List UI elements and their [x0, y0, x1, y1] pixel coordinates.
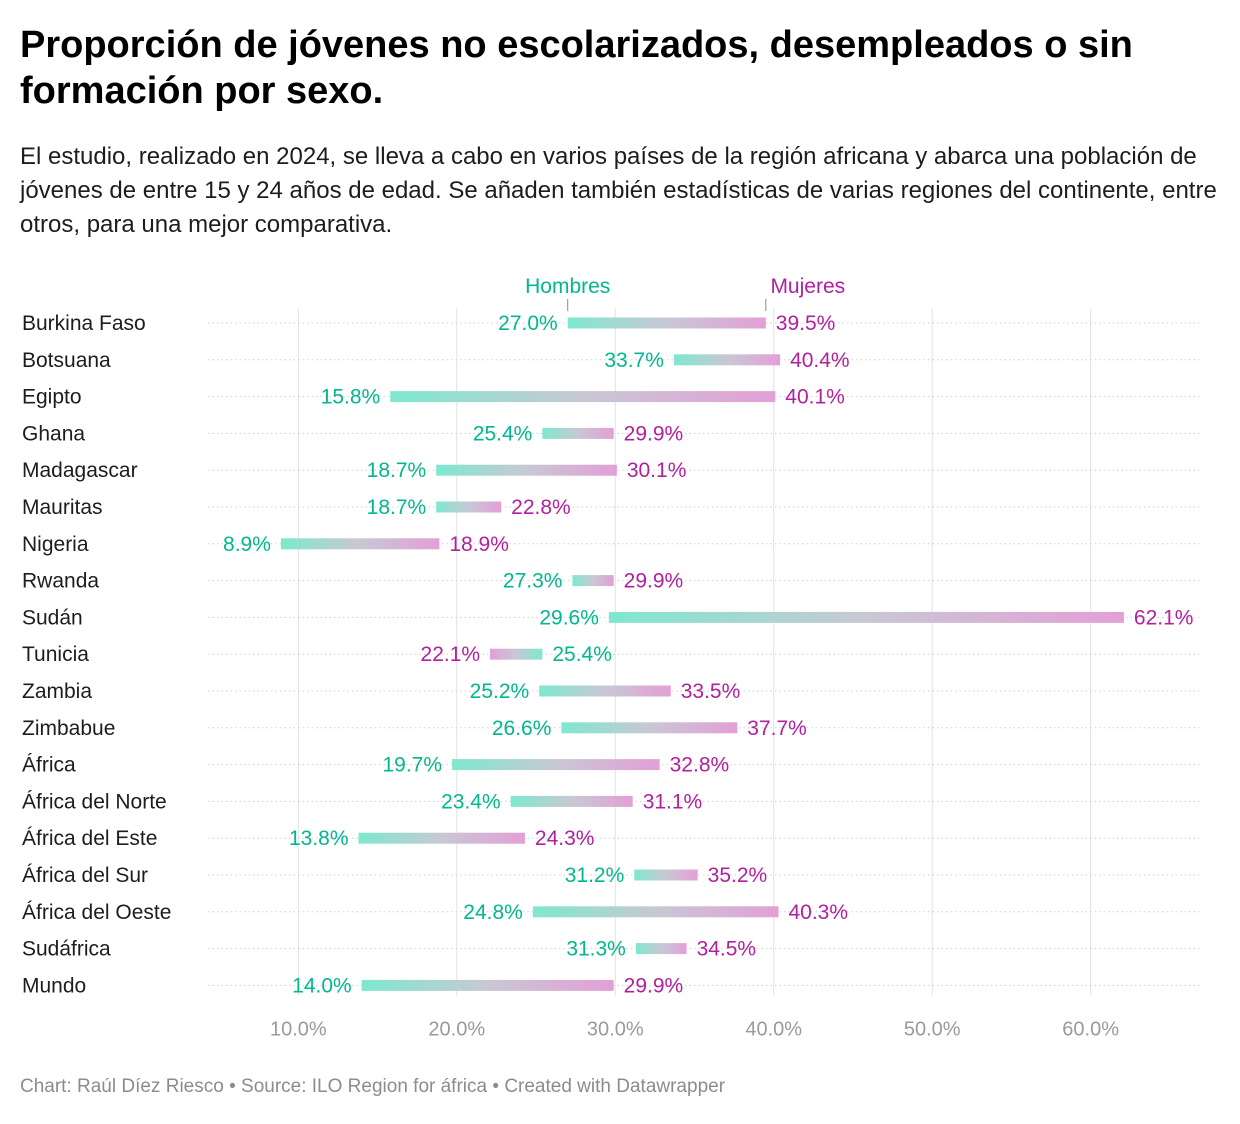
hombres-value-label: 26.6% — [492, 717, 552, 740]
range-bar — [539, 685, 671, 697]
mujeres-value-label: 29.9% — [624, 422, 684, 445]
range-bar — [490, 648, 543, 660]
range-bar — [634, 869, 698, 881]
x-tick-label: 40.0% — [745, 1018, 802, 1040]
range-bar — [361, 979, 614, 991]
mujeres-value-label: 34.5% — [697, 938, 757, 961]
legend-hombres: Hombres — [525, 275, 610, 298]
category-label: Tunicia — [22, 643, 89, 666]
hombres-value-label: 15.8% — [321, 386, 381, 409]
category-label: África del Norte — [22, 790, 167, 813]
chart-subtitle: El estudio, realizado en 2024, se lleva … — [20, 143, 1217, 238]
x-tick-label: 50.0% — [904, 1018, 961, 1040]
hombres-value-label: 31.3% — [566, 938, 626, 961]
mujeres-value-label: 29.9% — [624, 974, 684, 997]
category-label: África del Sur — [22, 864, 148, 887]
mujeres-value-label: 35.2% — [708, 864, 768, 887]
x-tick-label: 60.0% — [1062, 1018, 1119, 1040]
category-label: Madagascar — [22, 459, 138, 482]
category-label: Sudán — [22, 606, 83, 629]
range-bar — [436, 501, 502, 513]
hombres-value-label: 24.8% — [463, 901, 523, 924]
hombres-value-label: 25.4% — [552, 643, 612, 666]
mujeres-value-label: 22.1% — [421, 643, 481, 666]
hombres-value-label: 33.7% — [604, 349, 664, 372]
x-tick-label: 30.0% — [587, 1018, 644, 1040]
range-bar — [608, 611, 1124, 623]
range-bar — [532, 906, 779, 918]
mujeres-value-label: 30.1% — [627, 459, 687, 482]
category-label: Egipto — [22, 386, 82, 409]
category-label: Rwanda — [22, 570, 99, 593]
hombres-value-label: 25.2% — [470, 680, 530, 703]
tool-text: Created with Datawrapper — [504, 1076, 726, 1097]
category-label: Mauritas — [22, 496, 103, 519]
hombres-value-label: 27.3% — [503, 570, 563, 593]
credit-text: Chart: Raúl Díez Riesco — [20, 1076, 224, 1097]
mujeres-value-label: 29.9% — [624, 570, 684, 593]
range-bar — [358, 832, 525, 844]
category-label: Burkina Faso — [22, 312, 146, 335]
hombres-value-label: 13.8% — [289, 827, 349, 850]
chart-footer: Chart: Raúl Díez Riesco • Source: ILO Re… — [20, 1076, 725, 1098]
range-bar — [567, 317, 766, 329]
mujeres-value-label: 40.3% — [788, 901, 848, 924]
range-bar — [542, 427, 614, 439]
hombres-value-label: 27.0% — [498, 312, 558, 335]
range-bar — [510, 795, 633, 807]
footer-separator: • — [223, 1076, 242, 1097]
mujeres-value-label: 32.8% — [670, 754, 730, 777]
mujeres-value-label: 22.8% — [511, 496, 571, 519]
category-label: Mundo — [22, 974, 86, 997]
hombres-value-label: 18.7% — [367, 459, 427, 482]
range-bar — [635, 943, 687, 955]
row-layer — [280, 317, 1124, 991]
mujeres-value-label: 40.4% — [790, 349, 850, 372]
hombres-value-label: 23.4% — [441, 790, 501, 813]
chart-title: Proporción de jóvenes no escolarizados, … — [20, 24, 1133, 112]
mujeres-value-label: 39.5% — [776, 312, 836, 335]
hombres-value-label: 14.0% — [292, 974, 352, 997]
range-bar — [280, 538, 440, 550]
hombres-value-label: 18.7% — [367, 496, 427, 519]
hombres-value-label: 25.4% — [473, 422, 533, 445]
range-bar — [572, 575, 614, 587]
category-label: Zimbabue — [22, 717, 115, 740]
category-label: Sudáfrica — [22, 938, 111, 961]
category-label: África del Oeste — [22, 901, 171, 924]
range-bar — [390, 391, 776, 403]
category-label: Nigeria — [22, 533, 89, 556]
mujeres-value-label: 40.1% — [785, 386, 845, 409]
range-chart: 10.0% 20.0% 30.0% 40.0% 50.0% 60.0% Burkina Fa… — [22, 275, 1200, 1040]
range-bar — [673, 354, 781, 366]
legend-mujeres: Mujeres — [770, 275, 845, 298]
category-label: África — [22, 754, 76, 777]
hombres-value-label: 31.2% — [565, 864, 625, 887]
hombres-value-label: 29.6% — [539, 606, 599, 629]
mujeres-value-label: 62.1% — [1134, 606, 1194, 629]
source-text: Source: ILO Region for áfrica — [241, 1076, 488, 1097]
x-tick-label: 10.0% — [270, 1018, 327, 1040]
category-label: África del Este — [22, 827, 157, 850]
mujeres-value-label: 18.9% — [449, 533, 509, 556]
range-bar — [452, 759, 660, 771]
mujeres-value-label: 37.7% — [747, 717, 807, 740]
category-label: Ghana — [22, 422, 85, 445]
x-tick-label: 20.0% — [428, 1018, 485, 1040]
category-label: Botsuana — [22, 349, 111, 372]
hombres-value-label: 19.7% — [382, 754, 442, 777]
range-bar — [436, 464, 617, 476]
range-bar — [561, 722, 738, 734]
label-layer: 10.0% 20.0% 30.0% 40.0% 50.0% 60.0% Burkina Fa… — [22, 275, 1193, 1040]
mujeres-value-label: 33.5% — [681, 680, 741, 703]
category-label: Zambia — [22, 680, 92, 703]
mujeres-value-label: 24.3% — [535, 827, 595, 850]
footer-separator: • — [487, 1076, 505, 1097]
mujeres-value-label: 31.1% — [643, 790, 703, 813]
hombres-value-label: 8.9% — [223, 533, 271, 556]
